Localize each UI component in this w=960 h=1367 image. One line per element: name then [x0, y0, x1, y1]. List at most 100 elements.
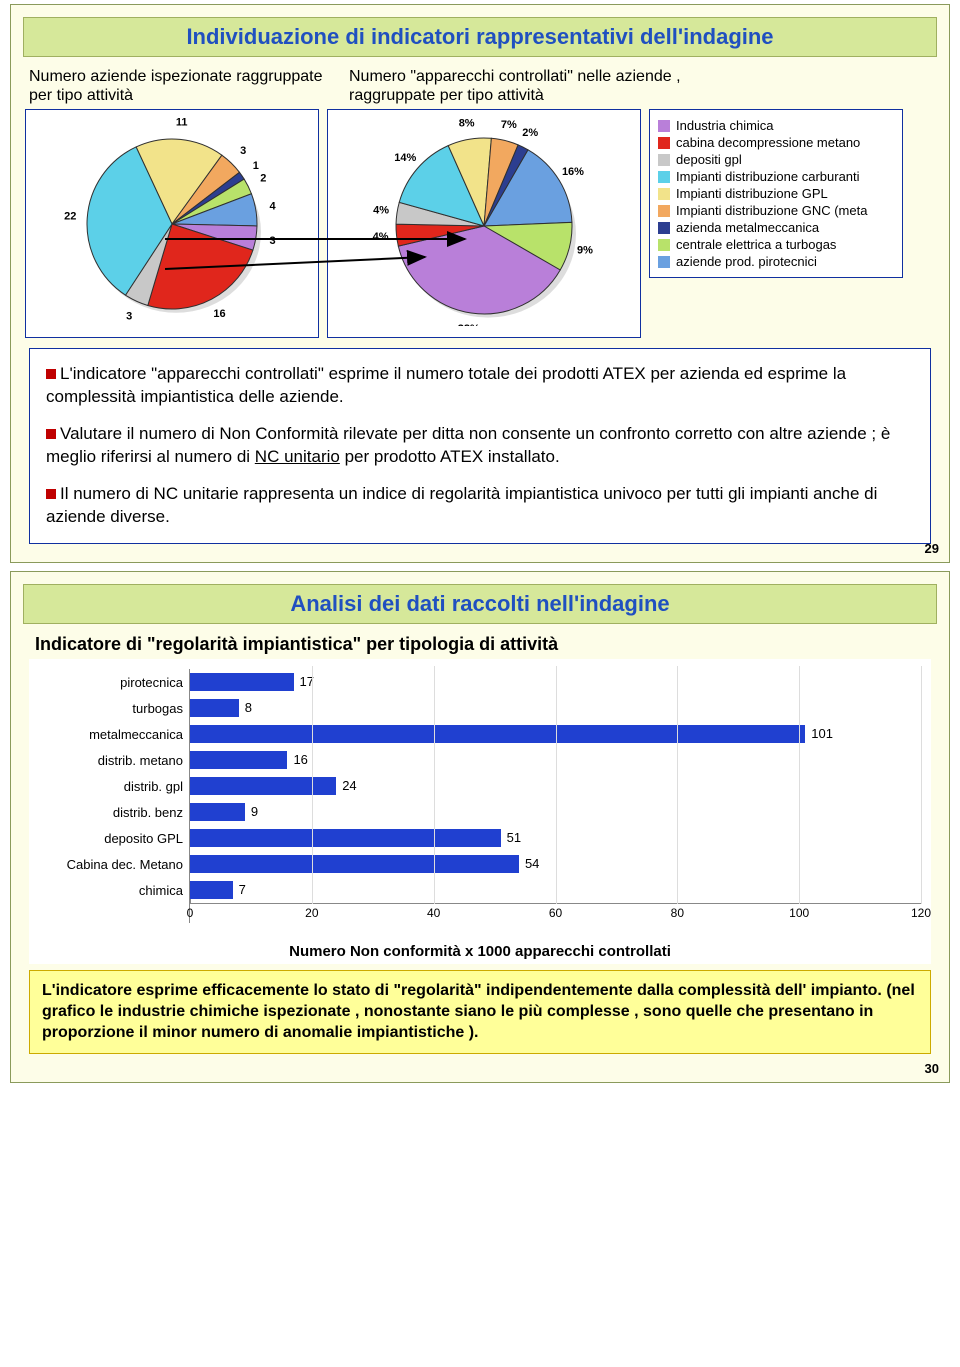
legend-label: azienda metalmeccanica	[676, 220, 819, 235]
bar-row: deposito GPL51	[39, 825, 921, 851]
legend-label: depositi gpl	[676, 152, 742, 167]
bar-fill	[190, 699, 239, 717]
bar-chart: pirotecnica17 turbogas 8 metalmeccanica 101 d…	[29, 659, 931, 964]
bar-value-label: 101	[811, 725, 833, 743]
x-tick-label: 0	[187, 906, 194, 920]
x-axis: 020406080100120	[39, 903, 921, 923]
pie-right-svg: 16%9%38%4%4%14%8%7%2%	[334, 116, 634, 326]
pie-charts-row: 113124316322 16%9%38%4%4%14%8%7%2% Indus…	[25, 109, 935, 338]
svg-text:16%: 16%	[562, 166, 584, 178]
info-p2: Valutare il numero di Non Conformità ril…	[46, 423, 914, 469]
bar-category-label: Cabina dec. Metano	[39, 857, 189, 872]
bar-category-label: turbogas	[39, 701, 189, 716]
x-tick-label: 120	[911, 906, 931, 920]
bar-row: metalmeccanica 101	[39, 721, 921, 747]
bar-row: distrib. metano 16	[39, 747, 921, 773]
bullet-icon	[46, 429, 56, 439]
svg-text:1: 1	[253, 160, 259, 172]
bar-fill	[190, 881, 233, 899]
svg-text:2%: 2%	[522, 127, 538, 139]
slide-title: Individuazione di indicatori rappresenta…	[23, 17, 937, 57]
legend-swatch	[658, 205, 670, 217]
x-tick-label: 100	[789, 906, 809, 920]
svg-text:38%: 38%	[458, 323, 480, 326]
page-number: 29	[925, 541, 939, 556]
bar-category-label: distrib. benz	[39, 805, 189, 820]
slide-title: Analisi dei dati raccolti nell'indagine	[23, 584, 937, 624]
caption-right: Numero "apparecchi controllati" nelle az…	[349, 67, 709, 105]
bar-value-label: 8	[245, 699, 252, 717]
info-box: L'indicatore "apparecchi controllati" es…	[29, 348, 931, 544]
bullet-icon	[46, 369, 56, 379]
bar-row: Cabina dec. Metano54	[39, 851, 921, 877]
legend-label: aziende prod. pirotecnici	[676, 254, 817, 269]
bar-value-label: 24	[342, 777, 356, 795]
pie-right-box: 16%9%38%4%4%14%8%7%2%	[327, 109, 641, 338]
svg-text:4%: 4%	[373, 205, 389, 217]
legend-swatch	[658, 171, 670, 183]
caption-left: Numero aziende ispezionate raggruppate p…	[29, 67, 329, 105]
legend-swatch	[658, 137, 670, 149]
bar-subhead: Indicatore di "regolarità impiantistica"…	[35, 634, 931, 655]
pie-legend: Industria chimica cabina decompressione m…	[649, 109, 903, 278]
info-p3-text: Il numero di NC unitarie rappresenta un …	[46, 484, 877, 526]
x-tick-label: 20	[305, 906, 318, 920]
page-number: 30	[925, 1061, 939, 1076]
svg-text:14%: 14%	[394, 152, 416, 164]
svg-text:4: 4	[269, 201, 276, 213]
bar-value-label: 51	[507, 829, 521, 847]
svg-text:2: 2	[260, 173, 266, 185]
bar-fill	[190, 855, 519, 873]
legend-label: Impianti distribuzione GNC (meta	[676, 203, 867, 218]
bar-fill	[190, 725, 805, 743]
bar-row: pirotecnica17	[39, 669, 921, 695]
pie-left-svg: 113124316322	[32, 116, 312, 326]
bar-fill	[190, 751, 287, 769]
info-p2b-text: per prodotto ATEX installato.	[340, 447, 560, 466]
yellow-note: L'indicatore esprime efficacemente lo st…	[29, 970, 931, 1054]
svg-text:4%: 4%	[373, 231, 389, 243]
bar-fill	[190, 673, 294, 691]
bar-category-label: pirotecnica	[39, 675, 189, 690]
legend-swatch	[658, 154, 670, 166]
bar-category-label: distrib. metano	[39, 753, 189, 768]
bar-row: turbogas 8	[39, 695, 921, 721]
bar-value-label: 16	[293, 751, 307, 769]
svg-text:22: 22	[64, 211, 76, 223]
bar-value-label: 7	[239, 881, 246, 899]
legend-item: Impianti distribuzione GPL	[658, 186, 894, 201]
bar-value-label: 9	[251, 803, 258, 821]
svg-text:3: 3	[126, 311, 132, 323]
legend-item: Impianti distribuzione GNC (meta	[658, 203, 894, 218]
svg-text:16: 16	[213, 309, 225, 321]
info-p1: L'indicatore "apparecchi controllati" es…	[46, 363, 914, 409]
bar-row: chimica 7	[39, 877, 921, 903]
yellow-note-text: L'indicatore esprime efficacemente lo st…	[42, 982, 915, 1041]
legend-item: Industria chimica	[658, 118, 894, 133]
svg-text:11: 11	[176, 117, 188, 129]
legend-label: Industria chimica	[676, 118, 774, 133]
info-p1-text: L'indicatore "apparecchi controllati" es…	[46, 364, 846, 406]
caption-row: Numero aziende ispezionate raggruppate p…	[29, 67, 931, 105]
svg-text:3: 3	[240, 145, 246, 157]
svg-text:7%: 7%	[501, 119, 517, 131]
legend-swatch	[658, 188, 670, 200]
legend-label: centrale elettrica a turbogas	[676, 237, 836, 252]
bar-row: distrib. benz 9	[39, 799, 921, 825]
legend-item: depositi gpl	[658, 152, 894, 167]
slide-29: Individuazione di indicatori rappresenta…	[10, 4, 950, 563]
bar-fill	[190, 829, 501, 847]
bar-category-label: chimica	[39, 883, 189, 898]
x-tick-label: 40	[427, 906, 440, 920]
legend-item: Impianti distribuzione carburanti	[658, 169, 894, 184]
bar-category-label: metalmeccanica	[39, 727, 189, 742]
legend-item: cabina decompressione metano	[658, 135, 894, 150]
legend-label: Impianti distribuzione carburanti	[676, 169, 860, 184]
legend-swatch	[658, 222, 670, 234]
svg-text:8%: 8%	[459, 118, 475, 130]
x-tick-label: 80	[671, 906, 684, 920]
bar-fill	[190, 803, 245, 821]
legend-swatch	[658, 256, 670, 268]
legend-swatch	[658, 239, 670, 251]
svg-text:3: 3	[270, 235, 276, 247]
